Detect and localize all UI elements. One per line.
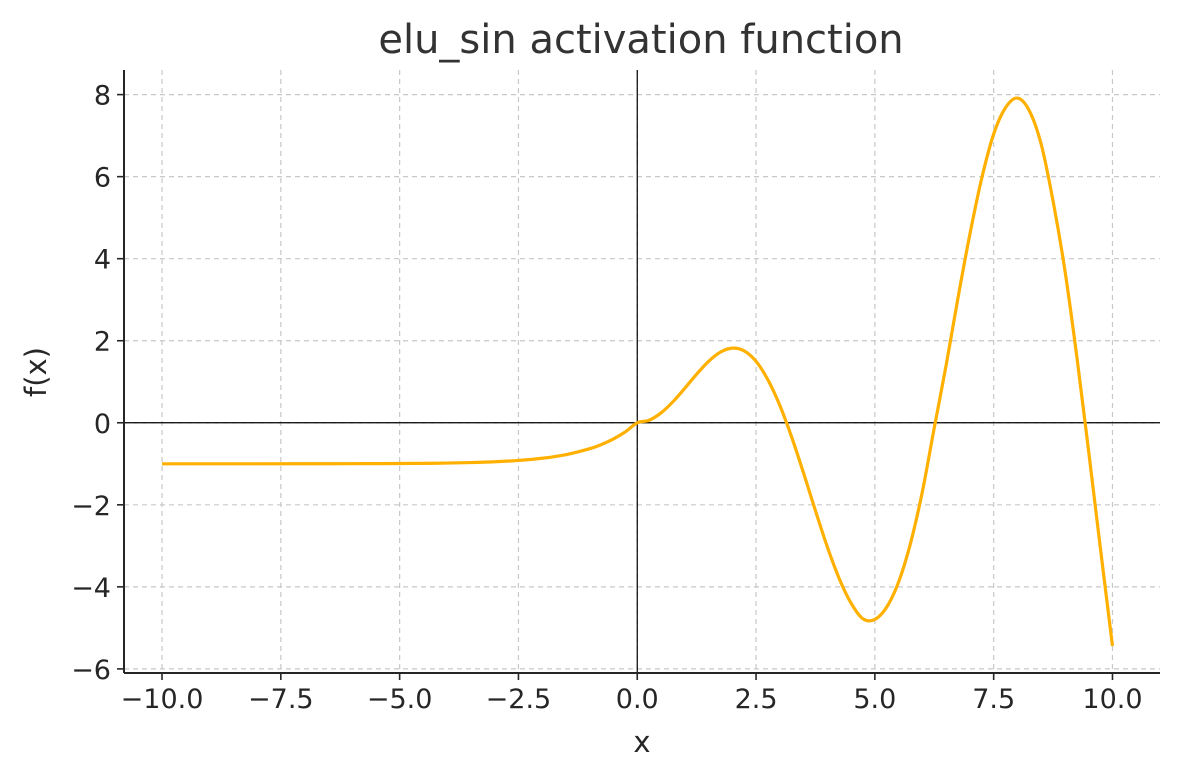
y-tick-label: 4 [94, 245, 111, 276]
x-tick-label: 0.0 [616, 684, 659, 715]
x-tick-label: 5.0 [853, 684, 896, 715]
x-tick-label: −10.0 [121, 684, 204, 715]
zero-lines [124, 70, 1160, 673]
axes-spines [123, 70, 1160, 674]
series [162, 96, 1115, 647]
y-axis-label: f(x) [19, 347, 53, 397]
x-tick-label: −5.0 [367, 684, 433, 715]
grid [124, 70, 1160, 673]
x-axis-label: x [633, 725, 650, 759]
x-ticks: −10.0 −7.5 −5.0 −2.5 0.0 2.5 5.0 7.5 10.0 [121, 673, 1143, 715]
chart-title: elu_sin activation function [378, 17, 903, 63]
y-tick-label: −4 [71, 573, 111, 604]
y-tick-label: −6 [71, 655, 111, 686]
y-tick-label: 6 [94, 163, 111, 194]
series-line [162, 96, 1115, 647]
y-ticks: −6 −4 −2 0 2 4 6 8 [71, 81, 124, 686]
x-tick-label: −2.5 [486, 684, 552, 715]
y-tick-label: 2 [94, 327, 111, 358]
x-tick-label: −7.5 [248, 684, 314, 715]
y-tick-label: −2 [71, 491, 111, 522]
x-tick-label: 7.5 [972, 684, 1015, 715]
y-tick-label: 8 [94, 81, 111, 112]
x-tick-label: 10.0 [1082, 684, 1142, 715]
x-tick-label: 2.5 [735, 684, 778, 715]
y-tick-label: 0 [94, 409, 111, 440]
